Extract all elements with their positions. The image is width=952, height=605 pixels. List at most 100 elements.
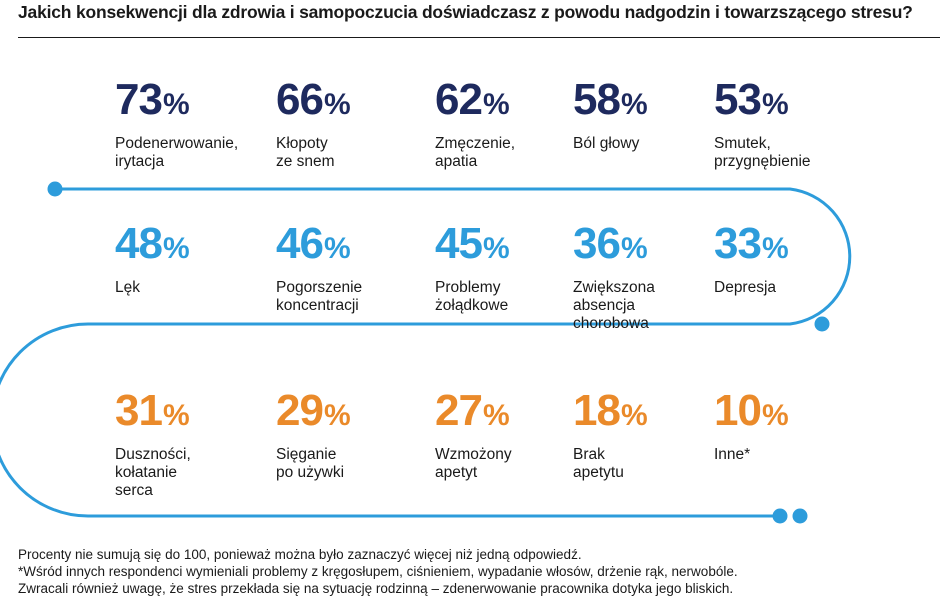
stat-item: 36% Zwiększona absencja chorobowa [573,222,733,333]
stat-item: 62% Zmęczenie, apatia [435,78,595,171]
stat-value: 45 [435,219,483,268]
percent-sign: % [620,88,648,121]
stat-label: Inne* [714,446,874,464]
stat-label: Podenerwowanie, irytacja [115,135,275,171]
stat-label: Problemy żołądkowe [435,279,595,315]
stat-value: 48 [115,219,163,268]
stat-label: Kłopoty ze snem [276,135,436,171]
stat-item: 10% Inne* [714,389,874,464]
stat-label: Smutek, przygnębienie [714,135,874,171]
stat-label-line: Problemy [435,279,501,296]
stat-label-line: Depresja [714,279,777,296]
stat-percent: 53% [714,78,874,127]
percent-sign: % [482,88,510,121]
stat-label-line: Wzmożony [435,446,512,463]
stat-label-line: koncentracji [276,297,359,314]
stat-percent: 29% [276,389,436,438]
stat-label-line: Pogorszenie [276,279,363,296]
stat-value: 36 [573,219,621,268]
stat-label-line: Ból głowy [573,135,640,152]
stat-value: 66 [276,75,324,124]
stat-value: 27 [435,386,483,435]
stat-label-line: Duszności, [115,446,191,463]
stat-percent: 10% [714,389,874,438]
stat-value: 29 [276,386,324,435]
stat-value: 33 [714,219,762,268]
stat-label: Brak apetytu [573,446,733,482]
stat-label-line: Inne* [714,446,751,463]
stat-percent: 66% [276,78,436,127]
percent-sign: % [162,232,190,265]
stat-label-line: Kłopoty [276,135,328,152]
percent-sign: % [620,232,648,265]
stat-value: 18 [573,386,621,435]
stat-item: 53% Smutek, przygnębienie [714,78,874,171]
stat-label-line: irytacja [115,153,165,170]
stat-value: 46 [276,219,324,268]
stat-label-line: Zmęczenie, [435,135,516,152]
stat-percent: 18% [573,389,733,438]
stat-item: 18% Brak apetytu [573,389,733,482]
footnote-2: *Wśród innych respondenci wymieniali pro… [18,564,738,579]
track-end-dot-1 [772,508,788,524]
stat-item: 45% Problemy żołądkowe [435,222,595,315]
footnotes: Procenty nie sumują się do 100, ponieważ… [18,546,738,597]
stat-value: 53 [714,75,762,124]
stat-item: 73% Podenerwowanie, irytacja [115,78,275,171]
stat-value: 62 [435,75,483,124]
percent-sign: % [162,88,190,121]
stat-item: 48% Lęk [115,222,275,297]
track-mid-dot [814,316,830,332]
stat-value: 31 [115,386,163,435]
stat-item: 58% Ból głowy [573,78,733,153]
stat-label-line: kołatanie [115,464,178,481]
percent-sign: % [761,88,789,121]
stat-value: 58 [573,75,621,124]
stat-percent: 73% [115,78,275,127]
stat-percent: 31% [115,389,275,438]
stat-label: Ból głowy [573,135,733,153]
stat-label-line: serca [115,482,153,499]
stat-label-line: apetyt [435,464,478,481]
stat-label-line: Podenerwowanie, [115,135,239,152]
percent-sign: % [323,232,351,265]
stat-item: 33% Depresja [714,222,874,297]
stat-label: Pogorszenie koncentracji [276,279,436,315]
stat-label-line: przygnębienie [714,153,811,170]
track-end-dot-2 [792,508,808,524]
track-line [0,187,852,518]
track-start-dot [47,181,63,197]
stat-item: 66% Kłopoty ze snem [276,78,436,171]
stat-label-line: absencja [573,297,636,314]
percent-sign: % [620,399,648,432]
percent-sign: % [323,399,351,432]
stat-percent: 33% [714,222,874,271]
chart-title: Jakich konsekwencji dla zdrowia i samopo… [18,2,913,22]
stat-value: 10 [714,386,762,435]
stat-item: 29% Sięganie po używki [276,389,436,482]
percent-sign: % [761,232,789,265]
stat-item: 46% Pogorszenie koncentracji [276,222,436,315]
stat-label: Duszności, kołatanie serca [115,446,275,500]
stat-percent: 46% [276,222,436,271]
stat-label: Lęk [115,279,275,297]
stat-item: 31% Duszności, kołatanie serca [115,389,275,500]
stat-label: Depresja [714,279,874,297]
stat-label-line: apetytu [573,464,624,481]
percent-sign: % [162,399,190,432]
stat-label-line: Sięganie [276,446,337,463]
stat-label-line: ze snem [276,153,335,170]
stat-label-line: Zwiększona [573,279,655,296]
percent-sign: % [761,399,789,432]
stat-value: 73 [115,75,163,124]
stat-label-line: Smutek, [714,135,771,152]
title-divider [18,37,940,38]
stat-item: 27% Wzmożony apetyt [435,389,595,482]
footnote-3: Zwracali również uwagę, że stres przekła… [18,581,734,596]
stat-label-line: Lęk [115,279,140,296]
stat-label-line: Brak [573,446,605,463]
stat-label: Zwiększona absencja chorobowa [573,279,733,333]
stat-label: Zmęczenie, apatia [435,135,595,171]
stat-percent: 58% [573,78,733,127]
